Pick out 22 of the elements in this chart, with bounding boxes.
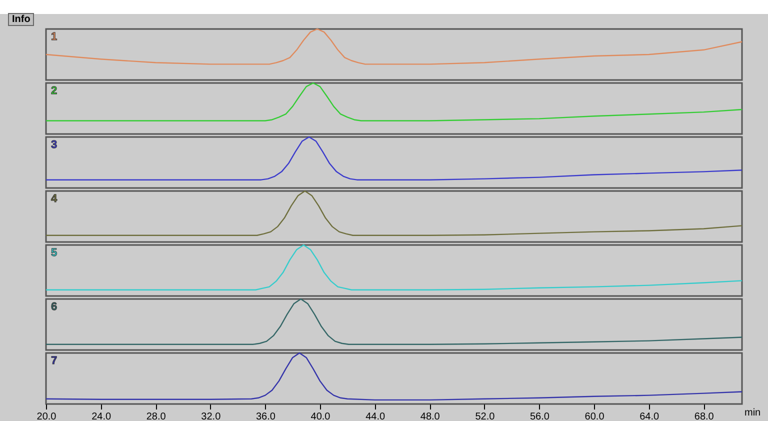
text: 7: [51, 355, 58, 367]
x-tick-label: 48.0: [420, 412, 440, 421]
x-tick-label: 60.0: [584, 412, 605, 421]
text: 6: [51, 301, 58, 313]
x-tick-label: 40.0: [310, 412, 331, 421]
x-tick-label: 36.0: [256, 412, 276, 421]
series-label: 1: [51, 31, 58, 43]
x-tick-label: 32.0: [201, 412, 222, 421]
x-tick-label: 28.0: [146, 412, 166, 421]
x-tick-label: 20.0: [36, 412, 57, 421]
text: 2: [51, 85, 58, 97]
x-tick-label: 68.0: [694, 412, 714, 421]
x-tick-label: 44.0: [366, 412, 386, 421]
text: Info: [8, 13, 34, 26]
x-axis-title: min: [744, 408, 761, 418]
x-tick-label: 24.0: [92, 412, 112, 421]
x-tick-label: 52.0: [475, 412, 496, 421]
text: 5: [51, 247, 58, 259]
text: 3: [51, 139, 58, 151]
x-tick-label: 56.0: [530, 412, 550, 421]
x-tick-label: 64.0: [640, 412, 660, 421]
text: 4: [51, 193, 58, 205]
